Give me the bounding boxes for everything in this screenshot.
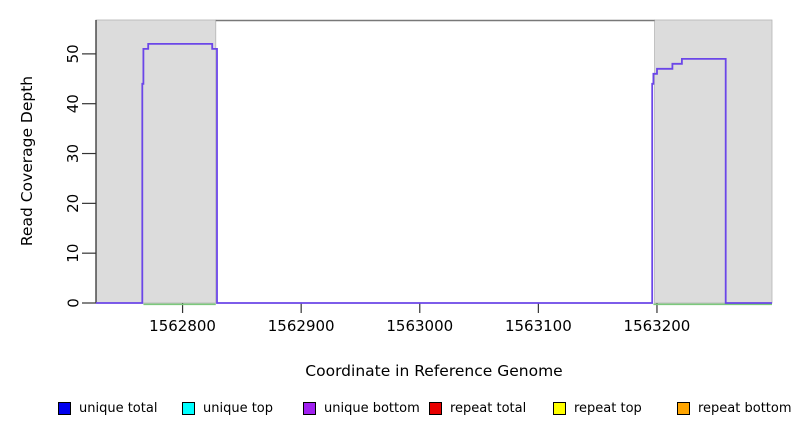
unique-total-swatch-icon — [58, 401, 71, 415]
left-shaded-region — [95, 19, 217, 304]
x-tick-label: 1563200 — [624, 317, 691, 335]
y-tick-label: 20 — [64, 194, 82, 213]
y-tick-label: 30 — [64, 144, 82, 163]
legend-item-repeat-total: repeat total — [429, 398, 526, 418]
y-axis-title: Read Coverage Depth — [18, 76, 36, 246]
legend-label: repeat top — [574, 400, 642, 416]
x-tick-label: 1563100 — [505, 317, 572, 335]
unique-top-swatch-icon — [182, 401, 195, 415]
y-tick-label: 50 — [64, 44, 82, 63]
legend-item-unique-top: unique top — [182, 398, 273, 418]
chart-legend: unique total unique top unique bottom re… — [0, 398, 792, 420]
legend-label: repeat total — [450, 400, 527, 416]
repeat-top-swatch-icon — [553, 401, 566, 415]
x-tick-label: 1562900 — [268, 317, 335, 335]
repeat-bottom-swatch-icon — [677, 401, 690, 415]
x-tick-label: 1563000 — [386, 317, 453, 335]
legend-item-repeat-top: repeat top — [553, 398, 642, 418]
right-shaded-region — [654, 19, 773, 304]
x-axis-title: Coordinate in Reference Genome — [305, 362, 562, 380]
legend-item-repeat-bottom: repeat bottom — [677, 398, 792, 418]
legend-label: unique total — [79, 400, 158, 416]
y-tick-label: 0 — [64, 298, 82, 308]
legend-item-unique-total: unique total — [58, 398, 157, 418]
y-tick-label: 10 — [64, 244, 82, 263]
repeat-total-swatch-icon — [429, 401, 442, 415]
coverage-line-unique-bottom — [96, 43, 772, 304]
legend-label: unique top — [203, 400, 274, 416]
legend-item-unique-bottom: unique bottom — [303, 398, 420, 418]
legend-label: unique bottom — [324, 400, 420, 416]
x-tick-label: 1562800 — [149, 317, 216, 335]
unique-bottom-swatch-icon — [303, 401, 316, 415]
legend-label: repeat bottom — [698, 400, 792, 416]
y-tick-label: 40 — [64, 94, 82, 113]
